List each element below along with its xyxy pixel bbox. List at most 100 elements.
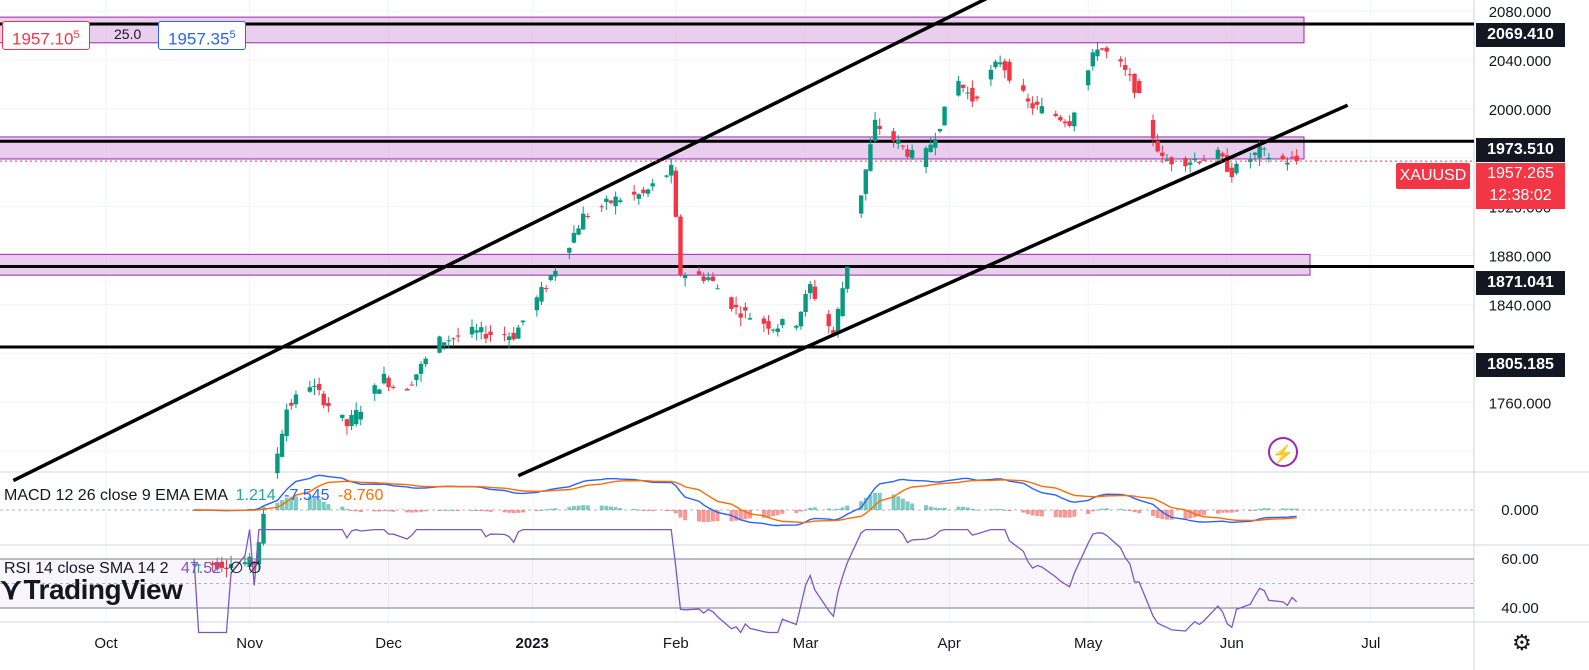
macd-hist-bar	[618, 508, 623, 510]
macd-hist-bar	[344, 509, 349, 511]
macd-hist-bar	[377, 510, 382, 512]
candle	[604, 195, 609, 211]
candle	[618, 197, 623, 204]
macd-hist-bar	[1053, 510, 1058, 518]
candle	[511, 327, 516, 341]
candle-body	[1150, 120, 1156, 139]
candle-body	[599, 206, 604, 208]
candle	[701, 272, 706, 284]
macd-hist-bar	[771, 510, 776, 517]
rsi-line	[193, 528, 1298, 634]
candle-body	[289, 402, 294, 406]
candle-body	[845, 266, 850, 289]
macd-hist-bar	[502, 510, 507, 513]
candle-body	[326, 403, 331, 407]
macd-hist-bar	[312, 497, 317, 510]
macd-legend: MACD 12 26 close 9 EMA EMA 1.214 -7.545 …	[4, 487, 383, 505]
macd-hist-bar	[798, 510, 803, 512]
macd-hist-bar	[1123, 509, 1128, 511]
macd-hist-bar	[701, 510, 706, 523]
macd-hist-bar	[1294, 508, 1299, 510]
candle	[1039, 97, 1045, 115]
macd-hist-bar	[942, 507, 947, 510]
price-axis-label: 2000.000	[1489, 102, 1552, 119]
candle-body	[344, 419, 350, 427]
candle-body	[1067, 121, 1072, 126]
candle	[770, 328, 776, 334]
candle	[650, 178, 655, 191]
candle	[539, 281, 544, 305]
macd-hist-bar	[998, 509, 1003, 511]
candle-body	[553, 270, 558, 277]
macd-hist-bar	[1151, 510, 1156, 516]
candle	[506, 332, 512, 349]
candle	[678, 214, 683, 277]
candle-body	[1132, 74, 1137, 93]
candle-body	[409, 384, 414, 386]
candle	[933, 132, 938, 156]
rsi-axis-label: 40.00	[1501, 600, 1539, 617]
candle	[353, 402, 359, 427]
macd-hist-bar	[372, 510, 377, 512]
candle	[488, 325, 493, 342]
candle-body	[275, 453, 280, 474]
candle-body	[353, 410, 359, 425]
time-axis-label: May	[1074, 635, 1103, 652]
candle-body	[247, 556, 252, 567]
candle	[372, 383, 377, 401]
price-axis-label: 2040.000	[1489, 53, 1552, 70]
candle-body	[284, 409, 289, 436]
macd-hist-bar	[1007, 510, 1012, 512]
candle	[1220, 151, 1225, 158]
candle	[289, 399, 294, 410]
candle-body	[840, 288, 845, 317]
ask-price-box[interactable]: 1957.355	[158, 21, 246, 50]
candle-body	[1280, 155, 1285, 160]
macd-hist-bar	[1132, 510, 1137, 513]
macd-hist-bar	[910, 503, 915, 510]
macd-hist-bar	[1058, 510, 1063, 518]
macd-hist-bar	[924, 505, 929, 510]
candle	[974, 95, 980, 102]
candle	[358, 405, 364, 426]
candle	[340, 414, 345, 422]
macd-hist-bar	[534, 510, 539, 512]
candle	[733, 296, 739, 315]
candle-body	[437, 336, 442, 353]
candle	[576, 225, 581, 235]
candle-body	[808, 284, 813, 294]
settings-gear-icon[interactable]: ⚙	[1512, 630, 1532, 655]
tradingview-logo: ⋎TradingView	[0, 573, 183, 606]
candle-body	[738, 313, 743, 318]
candle-body	[673, 170, 679, 217]
macd-hist-bar	[766, 510, 771, 518]
bid-price-box[interactable]: 1957.105	[2, 21, 90, 50]
candle	[706, 272, 711, 282]
macd-hist-bar	[669, 510, 674, 511]
candle	[613, 191, 618, 215]
candle-body	[340, 414, 345, 418]
candle	[1127, 68, 1133, 82]
macd-hist-bar	[840, 507, 845, 510]
lightning-bolt-icon[interactable]: ⚡	[1268, 437, 1298, 467]
candle-body	[826, 314, 831, 327]
candle	[446, 335, 452, 349]
macd-hist-bar	[636, 509, 641, 511]
candle-body	[391, 386, 396, 388]
macd-hist-bar	[988, 509, 993, 511]
macd-hist-bar	[349, 510, 354, 511]
candle	[479, 321, 484, 340]
candle-body	[1058, 117, 1063, 121]
candle-body	[1201, 159, 1207, 161]
macd-hist-bar	[381, 510, 386, 511]
candle-body	[1289, 156, 1295, 158]
candle	[696, 266, 702, 275]
macd-hist-bar	[673, 510, 678, 514]
candle	[631, 184, 637, 201]
candle-body	[1257, 146, 1262, 158]
candle	[812, 279, 818, 302]
candle	[1262, 146, 1267, 156]
macd-hist-bar	[567, 507, 572, 510]
